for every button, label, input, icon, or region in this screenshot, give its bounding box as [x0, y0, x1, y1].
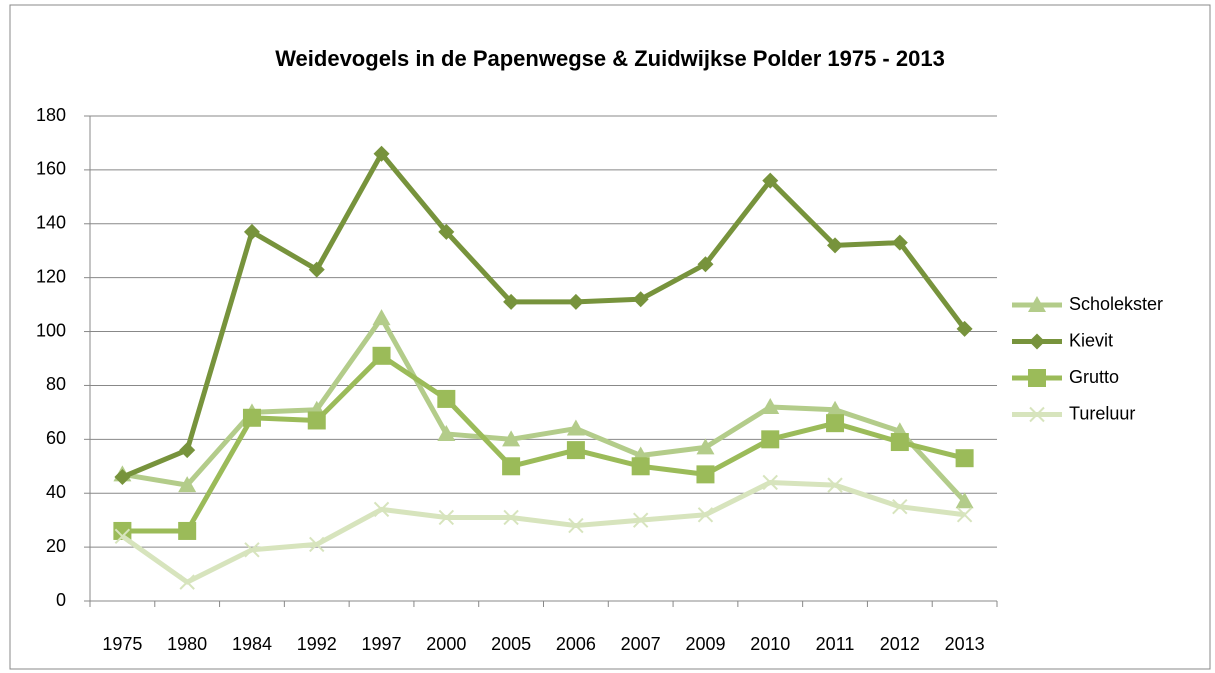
marker: [1028, 296, 1046, 312]
marker: [632, 512, 649, 528]
marker: [502, 457, 521, 476]
marker: [503, 509, 519, 526]
y-tick-label: 120: [36, 266, 66, 286]
marker: [1028, 369, 1046, 387]
chart-title: Weidevogels in de Papenwegse & Zuidwijks…: [275, 46, 945, 71]
marker: [568, 517, 584, 534]
marker: [244, 542, 260, 558]
marker: [697, 256, 714, 273]
marker: [956, 507, 973, 523]
marker: [762, 474, 778, 491]
marker: [632, 291, 649, 308]
marker: [373, 145, 390, 162]
marker: [113, 521, 132, 540]
marker: [308, 261, 325, 278]
marker: [827, 477, 843, 493]
marker: [437, 389, 456, 408]
y-tick-label: 80: [46, 374, 66, 394]
marker: [1029, 333, 1045, 350]
series-line: [121, 151, 967, 480]
x-tick-label: 1980: [167, 634, 207, 654]
marker: [114, 469, 131, 486]
x-tick-label: 2013: [945, 634, 985, 654]
marker: [372, 309, 391, 326]
marker: [631, 457, 650, 476]
x-tick-label: 2000: [426, 634, 466, 654]
y-tick-label: 160: [36, 159, 66, 179]
legend-label: Kievit: [1069, 330, 1113, 350]
series-line: [122, 353, 966, 534]
y-tick-label: 60: [46, 428, 66, 448]
x-tick-label: 1984: [232, 634, 272, 654]
marker: [826, 414, 845, 433]
marker: [242, 408, 261, 427]
marker: [438, 223, 455, 240]
marker: [372, 346, 391, 365]
y-tick-label: 180: [36, 105, 66, 125]
x-tick-label: 2012: [880, 634, 920, 654]
x-tick-label: 2007: [621, 634, 661, 654]
y-tick-label: 40: [46, 482, 66, 502]
marker: [309, 536, 325, 553]
marker: [373, 501, 390, 518]
marker: [955, 449, 974, 468]
y-tick-label: 140: [36, 213, 66, 233]
marker: [503, 293, 520, 310]
marker: [955, 492, 974, 509]
y-tick-label: 100: [36, 320, 66, 340]
marker: [761, 430, 780, 449]
marker: [890, 433, 909, 452]
x-tick-label: 2005: [491, 634, 531, 654]
marker: [827, 237, 844, 254]
chart-border: [9, 4, 1211, 670]
marker: [179, 574, 195, 590]
marker: [437, 424, 456, 441]
y-tick-label: 0: [56, 590, 66, 610]
marker: [502, 430, 521, 447]
marker: [761, 398, 780, 414]
x-tick-label: 2010: [750, 634, 790, 654]
marker: [1029, 406, 1045, 423]
legend-label: Tureluur: [1069, 403, 1135, 423]
marker: [243, 223, 260, 240]
series-line: [120, 479, 965, 585]
marker: [178, 521, 197, 540]
marker: [892, 498, 908, 515]
x-tick-label: 1992: [297, 634, 337, 654]
x-tick-label: 2009: [685, 634, 725, 654]
x-tick-label: 2006: [556, 634, 596, 654]
x-tick-label: 1975: [102, 634, 142, 654]
marker: [696, 438, 715, 455]
legend-label: Scholekster: [1069, 294, 1163, 314]
marker: [956, 320, 973, 337]
x-tick-label: 2011: [816, 634, 855, 654]
marker: [697, 507, 714, 523]
series-line: [121, 315, 967, 504]
marker: [567, 293, 584, 310]
marker: [114, 528, 131, 545]
y-tick-label: 20: [46, 536, 66, 556]
marker: [566, 441, 585, 460]
marker: [696, 465, 715, 484]
marker: [762, 172, 779, 189]
legend-label: Grutto: [1069, 367, 1119, 387]
marker: [438, 509, 455, 526]
marker: [179, 442, 196, 459]
marker: [826, 400, 845, 417]
marker: [891, 234, 908, 251]
marker: [178, 476, 197, 493]
marker: [307, 411, 326, 430]
marker: [566, 419, 585, 436]
x-tick-label: 1997: [362, 634, 402, 654]
